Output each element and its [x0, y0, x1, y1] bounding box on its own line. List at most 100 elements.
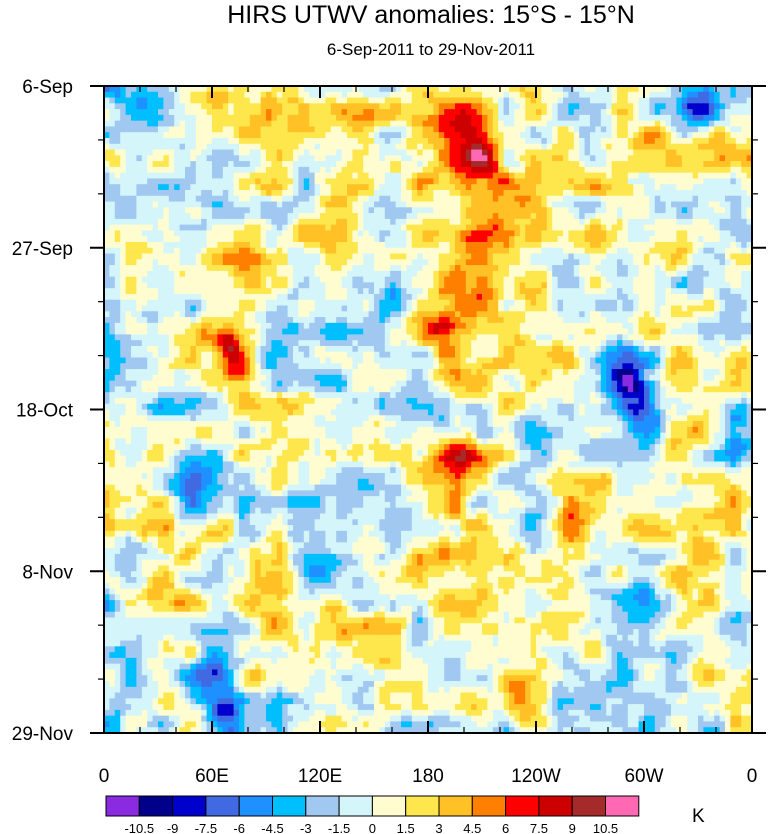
- heatmap-cell: [363, 120, 370, 128]
- heatmap-cell: [309, 195, 316, 203]
- heatmap-cell: [433, 253, 440, 260]
- heatmap-cell: [525, 213, 532, 220]
- heatmap-cell: [746, 195, 752, 203]
- heatmap-cell: [546, 299, 553, 307]
- heatmap-cell: [476, 322, 483, 330]
- heatmap-cell: [735, 265, 742, 272]
- heatmap-cell: [271, 218, 278, 226]
- heatmap-cell: [309, 317, 316, 324]
- heatmap-cell: [314, 126, 321, 133]
- heatmap-cell: [363, 132, 370, 139]
- heatmap-cell: [293, 86, 299, 93]
- heatmap-cell: [276, 247, 283, 255]
- heatmap-cell: [536, 218, 542, 226]
- heatmap-cell: [185, 149, 191, 156]
- heatmap-cell: [255, 305, 262, 312]
- heatmap-cell: [725, 97, 731, 104]
- heatmap-cell: [509, 86, 515, 93]
- heatmap-cell: [109, 120, 116, 128]
- heatmap-cell: [222, 322, 229, 330]
- heatmap-cell: [606, 201, 613, 208]
- heatmap-cell: [573, 299, 580, 307]
- heatmap-cell: [455, 172, 461, 180]
- heatmap-cell: [104, 276, 110, 284]
- heatmap-cell: [482, 299, 488, 307]
- heatmap-cell: [730, 236, 737, 243]
- heatmap-cell: [633, 91, 640, 99]
- heatmap-cell: [341, 155, 348, 162]
- heatmap-cell: [541, 288, 548, 295]
- heatmap-cell: [476, 236, 483, 243]
- heatmap-cell: [552, 241, 559, 249]
- heatmap-cell: [406, 161, 413, 168]
- heatmap-cell: [212, 276, 218, 284]
- heatmap-cell: [411, 86, 418, 93]
- heatmap-cell: [455, 259, 461, 266]
- heatmap-cell: [271, 195, 278, 203]
- heatmap-cell: [638, 230, 645, 237]
- heatmap-cell: [147, 178, 154, 185]
- heatmap-cell: [687, 161, 694, 168]
- heatmap-cell: [152, 288, 159, 295]
- heatmap-cell: [449, 201, 456, 208]
- heatmap-cell: [158, 132, 164, 139]
- heatmap-cell: [433, 236, 440, 243]
- heatmap-cell: [352, 288, 359, 295]
- heatmap-cell: [276, 97, 283, 104]
- heatmap-cell: [185, 172, 191, 180]
- heatmap-cell: [233, 143, 240, 151]
- heatmap-cell: [719, 189, 726, 197]
- heatmap-cell: [444, 230, 451, 237]
- heatmap-cell: [298, 91, 305, 99]
- heatmap-cell: [163, 103, 170, 110]
- heatmap-cell: [455, 195, 461, 203]
- heatmap-cell: [347, 86, 353, 93]
- heatmap-cell: [746, 184, 752, 191]
- heatmap-cell: [546, 178, 553, 185]
- heatmap-cell: [336, 230, 343, 237]
- heatmap-cell: [433, 132, 440, 139]
- heatmap-cell: [422, 161, 429, 168]
- heatmap-cell: [600, 114, 607, 122]
- heatmap-cell: [120, 293, 127, 301]
- heatmap-cell: [519, 155, 526, 162]
- heatmap-cell: [465, 97, 472, 104]
- heatmap-cell: [228, 149, 235, 156]
- heatmap-cell: [503, 132, 510, 139]
- heatmap-cell: [233, 195, 240, 203]
- heatmap-cell: [482, 236, 488, 243]
- heatmap-cell: [174, 230, 181, 237]
- heatmap-cell: [314, 293, 321, 301]
- heatmap-cell: [417, 270, 424, 278]
- heatmap-cell: [217, 166, 224, 174]
- heatmap-cell: [352, 311, 359, 318]
- heatmap-cell: [633, 270, 640, 278]
- heatmap-cell: [692, 172, 699, 180]
- heatmap-cell: [552, 109, 559, 116]
- heatmap-cell: [498, 149, 505, 156]
- heatmap-cell: [228, 137, 235, 145]
- heatmap-cell: [546, 161, 553, 168]
- heatmap-cell: [168, 184, 175, 191]
- heatmap-cell: [390, 247, 397, 255]
- heatmap-cell: [573, 137, 580, 145]
- heatmap-cell: [249, 317, 256, 324]
- heatmap-cell: [141, 86, 148, 93]
- heatmap-cell: [163, 178, 170, 185]
- heatmap-cell: [660, 247, 667, 255]
- heatmap-cell: [190, 178, 197, 185]
- heatmap-cell: [611, 288, 618, 295]
- heatmap-cell: [725, 317, 731, 324]
- heatmap-cell: [104, 86, 110, 93]
- heatmap-cell: [438, 293, 445, 301]
- heatmap-cell: [395, 172, 402, 180]
- heatmap-cell: [482, 91, 488, 99]
- heatmap-cell: [622, 288, 629, 295]
- heatmap-cell: [438, 265, 445, 272]
- heatmap-cell: [309, 143, 316, 151]
- heatmap-cell: [487, 259, 494, 266]
- heatmap-cell: [444, 126, 451, 133]
- heatmap-cell: [309, 86, 316, 93]
- heatmap-cell: [384, 137, 391, 145]
- heatmap-cell: [136, 201, 143, 208]
